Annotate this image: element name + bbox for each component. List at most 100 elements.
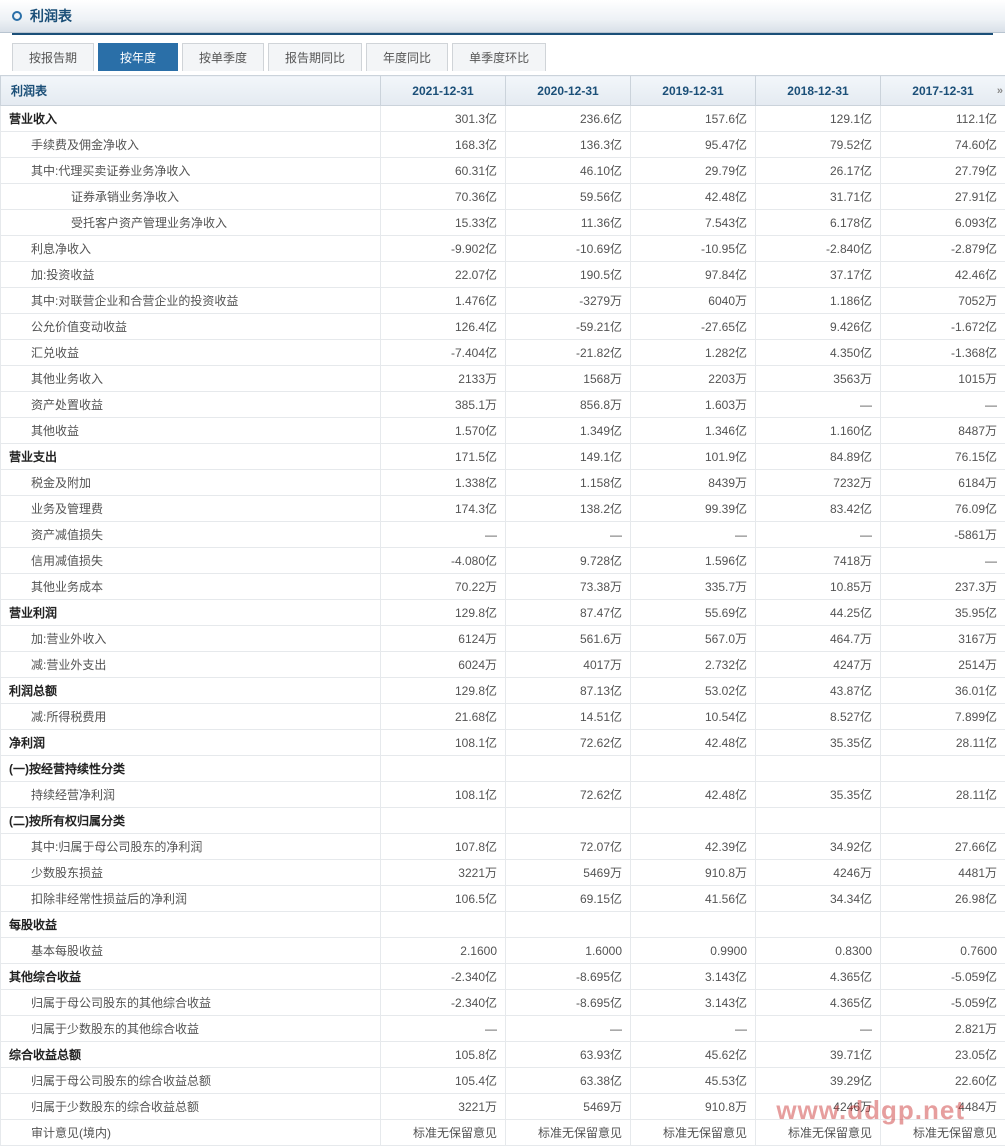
tab-3[interactable]: 报告期同比 — [268, 43, 362, 71]
row-label: 净利润 — [1, 730, 381, 756]
cell-value: 6.178亿 — [756, 210, 881, 236]
table-row: 营业支出171.5亿149.1亿101.9亿84.89亿76.15亿 — [1, 444, 1005, 470]
cell-value: — — [506, 1016, 631, 1042]
col-header: 2020-12-31 — [506, 76, 631, 106]
cell-value: 2514万 — [881, 652, 1005, 678]
cell-value: 35.95亿 — [881, 600, 1005, 626]
cell-value: 5469万 — [506, 860, 631, 886]
row-label: 其中:对联营企业和合营企业的投资收益 — [1, 288, 381, 314]
cell-value: 3.143亿 — [631, 990, 756, 1016]
table-body: 营业收入301.3亿236.6亿157.6亿129.1亿112.1亿手续费及佣金… — [1, 106, 1005, 1146]
cell-value: 1.596亿 — [631, 548, 756, 574]
cell-value: 174.3亿 — [381, 496, 506, 522]
cell-value: 29.79亿 — [631, 158, 756, 184]
cell-value: 1.476亿 — [381, 288, 506, 314]
row-label: (一)按经营持续性分类 — [1, 756, 381, 782]
table-row: 减:营业外支出6024万4017万2.732亿4247万2514万 — [1, 652, 1005, 678]
cell-value: -8.695亿 — [506, 990, 631, 1016]
cell-value: -7.404亿 — [381, 340, 506, 366]
cell-value: 236.6亿 — [506, 106, 631, 132]
cell-value: 10.54亿 — [631, 704, 756, 730]
table-row: 加:投资收益22.07亿190.5亿97.84亿37.17亿42.46亿 — [1, 262, 1005, 288]
cell-value: 23.05亿 — [881, 1042, 1005, 1068]
cell-value: — — [381, 522, 506, 548]
income-statement-table: 利润表2021-12-312020-12-312019-12-312018-12… — [0, 75, 1005, 1146]
cell-value: 4.365亿 — [756, 990, 881, 1016]
cell-value: 3221万 — [381, 1094, 506, 1120]
cell-value: 31.71亿 — [756, 184, 881, 210]
cell-value: — — [756, 1016, 881, 1042]
cell-value: 97.84亿 — [631, 262, 756, 288]
cell-value: 5469万 — [506, 1094, 631, 1120]
cell-value: 6124万 — [381, 626, 506, 652]
cell-value: 4017万 — [506, 652, 631, 678]
row-label: 加:投资收益 — [1, 262, 381, 288]
cell-value: 138.2亿 — [506, 496, 631, 522]
cell-value: -8.695亿 — [506, 964, 631, 990]
row-label: 其他收益 — [1, 418, 381, 444]
row-label: 归属于少数股东的其他综合收益 — [1, 1016, 381, 1042]
cell-value: 43.87亿 — [756, 678, 881, 704]
cell-value: 41.56亿 — [631, 886, 756, 912]
cell-value: 7232万 — [756, 470, 881, 496]
tab-1[interactable]: 按年度 — [98, 43, 178, 71]
cell-value: 59.56亿 — [506, 184, 631, 210]
table-row: 税金及附加1.338亿1.158亿8439万7232万6184万 — [1, 470, 1005, 496]
cell-value: 1.338亿 — [381, 470, 506, 496]
table-row: (一)按经营持续性分类 — [1, 756, 1005, 782]
cell-value: 74.60亿 — [881, 132, 1005, 158]
tab-2[interactable]: 按单季度 — [182, 43, 264, 71]
cell-value: 37.17亿 — [756, 262, 881, 288]
cell-value: 6024万 — [381, 652, 506, 678]
cell-value: 60.31亿 — [381, 158, 506, 184]
table-row: 其他业务成本70.22万73.38万335.7万10.85万237.3万 — [1, 574, 1005, 600]
row-label: 信用减值损失 — [1, 548, 381, 574]
scroll-right-icon[interactable]: » — [997, 85, 1003, 97]
cell-value: 42.48亿 — [631, 782, 756, 808]
section-title: 利润表 — [30, 6, 72, 26]
cell-value: -27.65亿 — [631, 314, 756, 340]
row-label: 归属于少数股东的综合收益总额 — [1, 1094, 381, 1120]
cell-value — [631, 808, 756, 834]
cell-value: 39.29亿 — [756, 1068, 881, 1094]
cell-value: -2.879亿 — [881, 236, 1005, 262]
tab-5[interactable]: 单季度环比 — [452, 43, 546, 71]
cell-value: 45.53亿 — [631, 1068, 756, 1094]
cell-value: 46.10亿 — [506, 158, 631, 184]
table-row: 归属于少数股东的其他综合收益————2.821万 — [1, 1016, 1005, 1042]
cell-value: 105.8亿 — [381, 1042, 506, 1068]
page: 利润表 按报告期按年度按单季度报告期同比年度同比单季度环比 利润表2021-12… — [0, 0, 1005, 1146]
cell-value: 1015万 — [881, 366, 1005, 392]
cell-value: 112.1亿 — [881, 106, 1005, 132]
cell-value: 1.158亿 — [506, 470, 631, 496]
tab-4[interactable]: 年度同比 — [366, 43, 448, 71]
cell-value: 1.282亿 — [631, 340, 756, 366]
cell-value: 42.39亿 — [631, 834, 756, 860]
table-row: 业务及管理费174.3亿138.2亿99.39亿83.42亿76.09亿 — [1, 496, 1005, 522]
row-label: 持续经营净利润 — [1, 782, 381, 808]
col-header: 2021-12-31 — [381, 76, 506, 106]
cell-value: 34.34亿 — [756, 886, 881, 912]
cell-value: 1.349亿 — [506, 418, 631, 444]
cell-value: -59.21亿 — [506, 314, 631, 340]
table-row: 营业利润129.8亿87.47亿55.69亿44.25亿35.95亿 — [1, 600, 1005, 626]
cell-value — [881, 756, 1005, 782]
table-row: 手续费及佣金净收入168.3亿136.3亿95.47亿79.52亿74.60亿 — [1, 132, 1005, 158]
table-row: 资产减值损失————-5861万 — [1, 522, 1005, 548]
cell-value: 301.3亿 — [381, 106, 506, 132]
cell-value: 464.7万 — [756, 626, 881, 652]
cell-value: 8487万 — [881, 418, 1005, 444]
table-header-row: 利润表2021-12-312020-12-312019-12-312018-12… — [1, 76, 1005, 106]
cell-value: 101.9亿 — [631, 444, 756, 470]
table-row: 其中:对联营企业和合营企业的投资收益1.476亿-3279万6040万1.186… — [1, 288, 1005, 314]
cell-value: 标准无保留意见 — [381, 1120, 506, 1146]
table-row: 减:所得税费用21.68亿14.51亿10.54亿8.527亿7.899亿 — [1, 704, 1005, 730]
cell-value: 76.09亿 — [881, 496, 1005, 522]
table-row: 其他综合收益-2.340亿-8.695亿3.143亿4.365亿-5.059亿 — [1, 964, 1005, 990]
table-row: 基本每股收益2.16001.60000.99000.83000.7600 — [1, 938, 1005, 964]
tab-0[interactable]: 按报告期 — [12, 43, 94, 71]
cell-value: 561.6万 — [506, 626, 631, 652]
cell-value: -2.340亿 — [381, 964, 506, 990]
cell-value: 856.8万 — [506, 392, 631, 418]
cell-value: 129.1亿 — [756, 106, 881, 132]
